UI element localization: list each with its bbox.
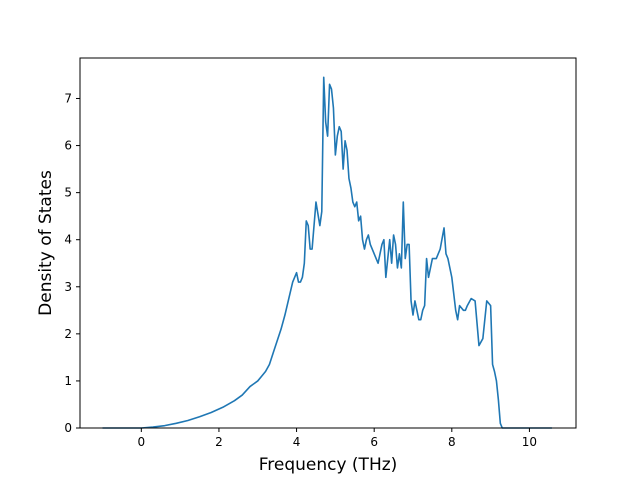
y-tick-label: 6	[64, 139, 72, 153]
y-tick-label: 3	[64, 280, 72, 294]
x-axis-label: Frequency (THz)	[259, 455, 398, 475]
x-tick-label: 8	[448, 435, 456, 449]
y-tick-label: 2	[64, 327, 72, 341]
y-tick-label: 4	[64, 233, 72, 247]
dos-series-line-0	[102, 76, 552, 429]
plot-frame	[79, 57, 577, 429]
y-tick-label: 1	[64, 374, 72, 388]
y-tick-label: 5	[64, 186, 72, 200]
x-tick-label: 10	[522, 435, 537, 449]
x-tick-label: 0	[138, 435, 146, 449]
x-tick-label: 4	[293, 435, 301, 449]
x-tick-label: 6	[370, 435, 378, 449]
y-tick-label: 7	[64, 91, 72, 105]
y-tick-label: 0	[64, 421, 72, 435]
x-tick-label: 2	[215, 435, 223, 449]
y-axis-label: Density of States	[36, 170, 56, 316]
